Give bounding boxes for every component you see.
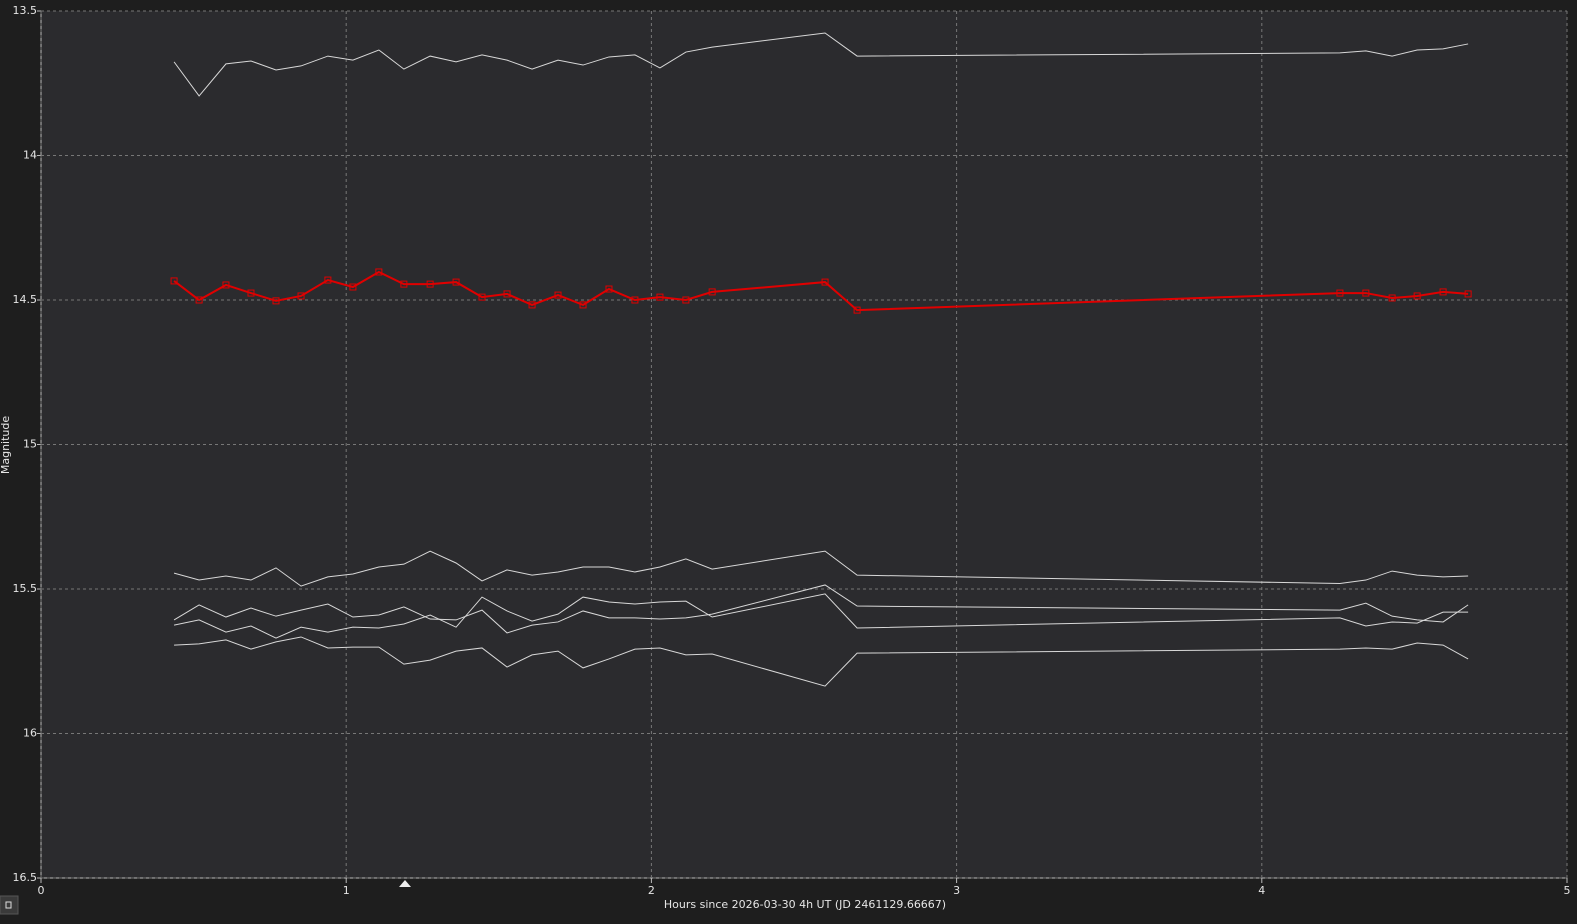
series-line — [173, 593, 1469, 639]
data-point — [528, 301, 536, 309]
button-icon — [5, 901, 12, 909]
y-tick-label: 16.5 — [13, 871, 38, 884]
data-point — [195, 296, 203, 304]
data-point — [1362, 289, 1370, 297]
series-line — [173, 270, 1469, 312]
data-point — [349, 283, 357, 291]
data-point — [708, 288, 716, 296]
x-tick-label: 3 — [953, 884, 960, 897]
y-tick-label: 14.5 — [13, 293, 38, 306]
y-tick-label: 16 — [23, 727, 37, 740]
data-point — [821, 278, 829, 286]
x-tick-label: 1 — [343, 884, 350, 897]
data-point — [324, 276, 332, 284]
data-point — [1413, 292, 1421, 300]
data-point — [682, 296, 690, 304]
data-point — [1439, 288, 1447, 296]
series-line — [174, 636, 1469, 687]
y-tick-label: 13.5 — [13, 4, 38, 17]
data-point — [1336, 289, 1344, 297]
y-tick-label: 15.5 — [13, 582, 38, 595]
x-tick-label: 0 — [38, 884, 45, 897]
data-point — [1388, 294, 1396, 302]
data-point — [1464, 290, 1472, 298]
data-point — [605, 285, 613, 293]
data-point — [297, 292, 305, 300]
data-point — [247, 289, 255, 297]
data-point — [478, 293, 486, 301]
series-line — [173, 550, 1469, 587]
y-axis-label: Magnitude — [0, 416, 12, 475]
data-point — [503, 290, 511, 298]
data-point — [656, 293, 664, 301]
time-marker[interactable] — [399, 880, 411, 887]
data-point — [853, 306, 861, 314]
data-point — [170, 277, 178, 285]
x-tick-label: 2 — [648, 884, 655, 897]
y-tick-label: 14 — [23, 149, 37, 162]
y-tick-label: 15 — [23, 438, 37, 451]
data-point — [452, 278, 460, 286]
data-point — [554, 291, 562, 299]
x-tick-label: 4 — [1258, 884, 1265, 897]
series-line — [173, 32, 1469, 97]
data-point — [272, 297, 280, 305]
series-line — [173, 584, 1469, 634]
data-point — [426, 280, 434, 288]
data-point — [222, 281, 230, 289]
data-point — [400, 280, 408, 288]
data-point — [631, 296, 639, 304]
corner-button[interactable] — [0, 895, 19, 915]
data-point — [579, 301, 587, 309]
data-point — [375, 268, 383, 276]
x-tick-label: 5 — [1564, 884, 1571, 897]
x-axis-label: Hours since 2026-03-30 4h UT (JD 2461129… — [664, 898, 946, 911]
